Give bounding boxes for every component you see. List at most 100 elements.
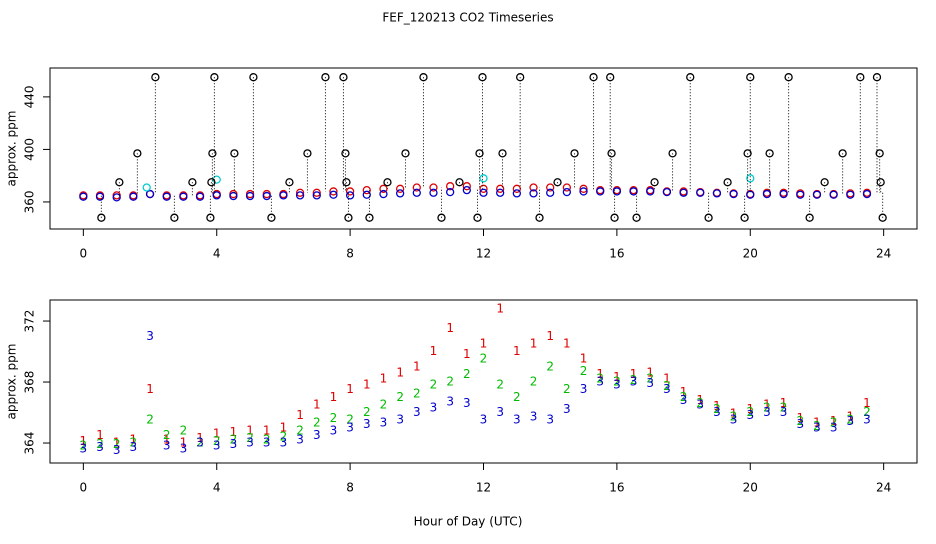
- y-tick-label: 400: [23, 138, 37, 161]
- point: [133, 149, 142, 158]
- point: [295, 188, 305, 197]
- point: [704, 213, 713, 222]
- point: 1: [746, 402, 754, 416]
- point: 3: [496, 405, 504, 419]
- point: 1: [230, 425, 238, 439]
- point: 2: [846, 413, 854, 427]
- point: 1: [630, 367, 638, 381]
- point: 2: [863, 405, 871, 419]
- point: [779, 189, 788, 199]
- point: 3: [246, 436, 254, 450]
- point: 3: [413, 405, 421, 419]
- x-tick-label: 0: [80, 481, 88, 495]
- point: [516, 73, 525, 82]
- point: [820, 178, 829, 187]
- point: [479, 174, 488, 183]
- point: 2: [680, 390, 688, 404]
- point: [142, 183, 151, 192]
- point: [546, 188, 555, 197]
- point: 3: [196, 436, 204, 450]
- point: [562, 187, 572, 197]
- point: [207, 178, 216, 187]
- point: 3: [646, 376, 654, 390]
- point: 3: [163, 439, 171, 453]
- point: 1: [196, 431, 204, 445]
- point: [479, 184, 488, 193]
- point: [342, 178, 351, 187]
- point: [395, 184, 405, 193]
- point: 1: [480, 336, 488, 350]
- point: 3: [230, 437, 238, 451]
- point: [437, 213, 446, 222]
- point: 2: [430, 378, 438, 392]
- point: 2: [346, 413, 354, 427]
- point: 3: [330, 423, 338, 437]
- point: [746, 174, 755, 183]
- point: 1: [430, 344, 438, 358]
- point: [206, 213, 215, 222]
- point: [535, 213, 544, 222]
- point: 1: [96, 428, 104, 442]
- point: 3: [530, 410, 538, 424]
- point: 2: [96, 437, 104, 451]
- point: 3: [263, 436, 271, 450]
- x-tick-label: 20: [743, 247, 758, 261]
- point: 2: [563, 382, 571, 396]
- point: 1: [713, 399, 721, 413]
- point: [339, 73, 348, 82]
- point: [429, 188, 438, 197]
- point: [429, 183, 438, 192]
- point: 3: [96, 440, 104, 454]
- point: [662, 187, 672, 197]
- point: 2: [80, 439, 88, 453]
- point: [112, 193, 121, 202]
- point: [179, 192, 188, 201]
- point: 1: [530, 336, 538, 350]
- point: [245, 191, 255, 201]
- y-tick-label: 372: [23, 310, 37, 333]
- point: 3: [546, 413, 554, 427]
- point: [762, 189, 772, 199]
- point: 3: [280, 436, 288, 450]
- point: 3: [296, 432, 304, 446]
- point: [295, 191, 305, 200]
- point: [162, 192, 171, 201]
- point: [208, 149, 217, 158]
- point: 1: [413, 359, 421, 373]
- point: [212, 191, 221, 200]
- x-axis-label: Hour of Day (UTC): [414, 515, 523, 529]
- point: 2: [663, 379, 671, 393]
- point: 2: [163, 428, 171, 442]
- point: [303, 149, 312, 158]
- point: [379, 184, 388, 193]
- point: 3: [396, 413, 404, 427]
- point: [596, 187, 605, 196]
- point: 1: [580, 352, 588, 366]
- point: 3: [763, 405, 771, 419]
- point: 1: [596, 367, 604, 381]
- point: [473, 213, 482, 222]
- point: 1: [130, 432, 138, 446]
- point: [546, 183, 555, 192]
- point: [529, 183, 538, 192]
- point: [151, 73, 160, 82]
- point: [805, 213, 814, 222]
- point: 3: [130, 440, 138, 454]
- point: 2: [813, 419, 821, 433]
- point: [632, 213, 641, 222]
- y-tick-label: 360: [23, 190, 37, 213]
- point: [145, 189, 155, 199]
- point: [362, 190, 371, 199]
- point: [856, 73, 865, 82]
- point: 2: [396, 390, 404, 404]
- point: [740, 213, 749, 222]
- point: 2: [230, 432, 238, 446]
- point: 1: [213, 426, 221, 440]
- point: 1: [163, 432, 171, 446]
- point: [679, 188, 688, 197]
- point: [462, 185, 471, 195]
- point: 2: [113, 437, 121, 451]
- point: [686, 73, 695, 82]
- point: 3: [180, 442, 188, 456]
- point: 1: [780, 396, 788, 410]
